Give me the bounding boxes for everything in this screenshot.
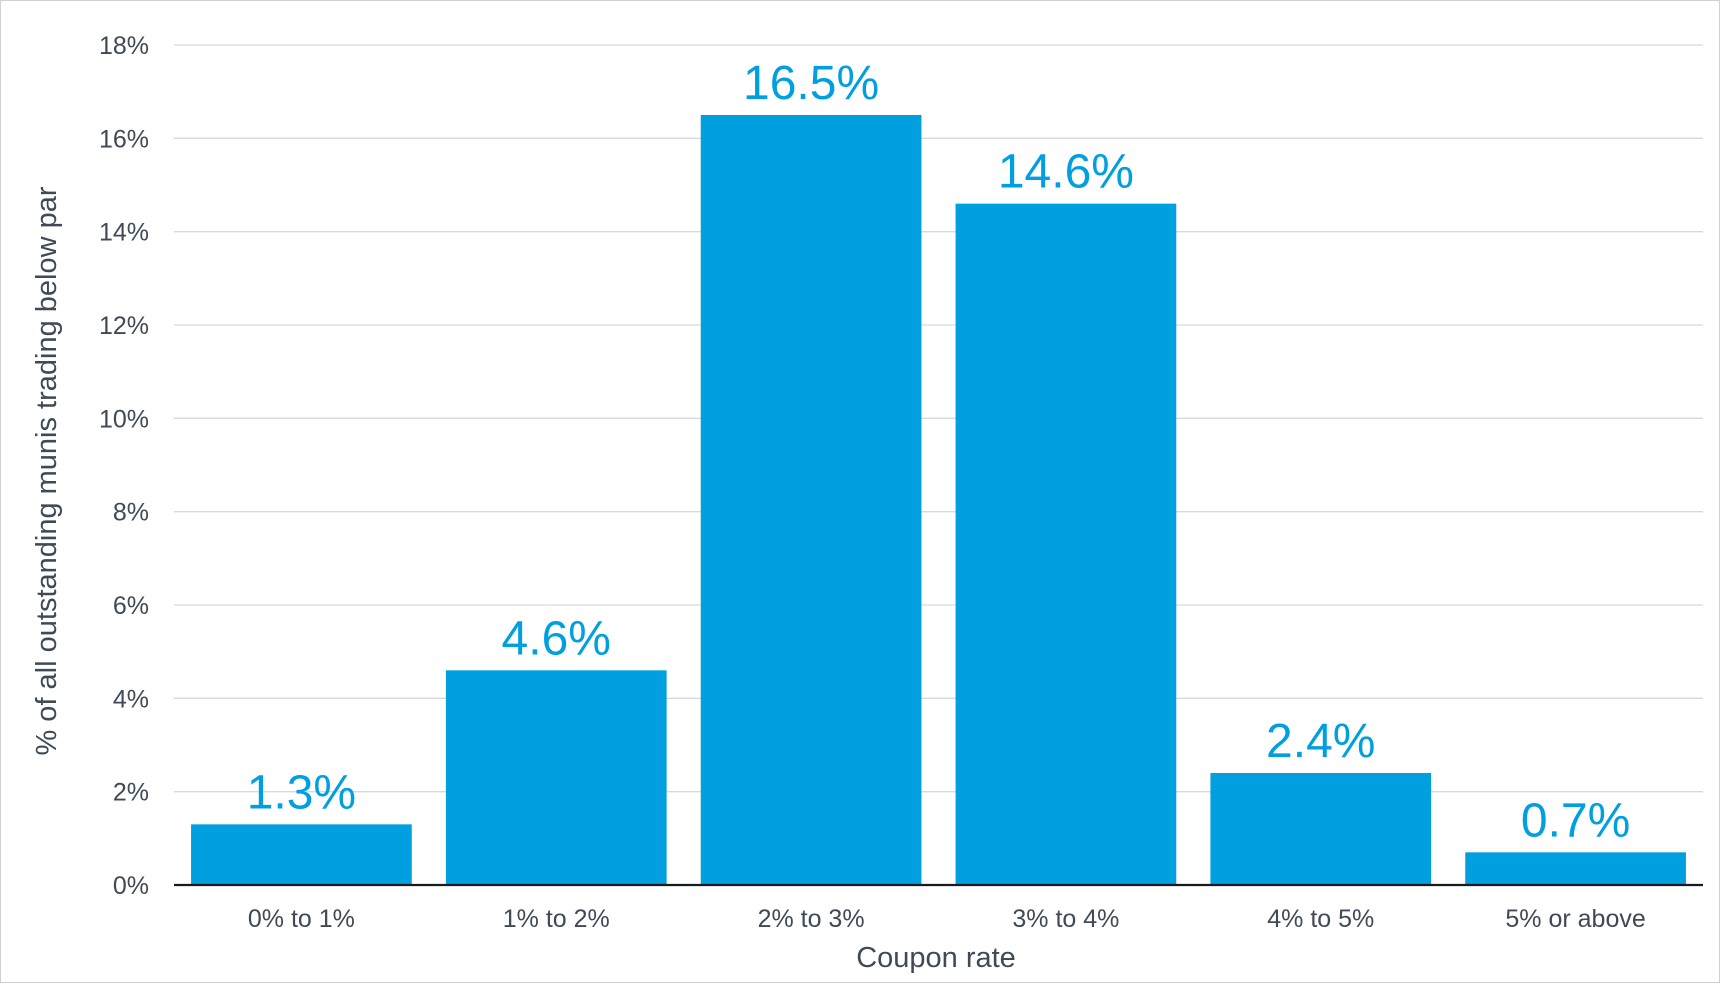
bars [191,115,1686,885]
x-tick-label: 0% to 1% [248,905,355,933]
data-label: 1.3% [247,766,356,819]
y-tick-label: 0% [113,872,149,900]
data-label: 14.6% [998,146,1134,199]
data-label: 0.7% [1521,794,1630,847]
y-axis-title: % of all outstanding munis trading below… [31,186,63,755]
x-tick-label: 4% to 5% [1267,905,1374,933]
x-tick-label: 2% to 3% [758,905,865,933]
x-axis-title: Coupon rate [856,942,1016,974]
x-tick-label: 5% or above [1505,905,1645,933]
y-tick-label: 8% [113,499,149,527]
data-label: 16.5% [743,57,879,110]
y-tick-label: 4% [113,685,149,713]
y-tick-label: 2% [113,779,149,807]
x-tick-label: 1% to 2% [503,905,610,933]
bar [955,203,1177,885]
y-tick-label: 12% [99,312,149,340]
bar [445,670,667,885]
bar [700,115,922,885]
bar [191,824,412,885]
y-axis-ticks: 0% 2% 4% 6% 8% 10% 12% 14% 16% 18% [99,32,149,900]
bar [1465,852,1686,885]
y-tick-label: 18% [99,32,149,60]
data-label: 4.6% [502,612,611,665]
x-tick-label: 3% to 4% [1012,905,1119,933]
y-tick-label: 14% [99,219,149,247]
data-labels: 1.3% 4.6% 16.5% 14.6% 2.4% 0.7% [247,57,1631,847]
data-label: 2.4% [1266,715,1375,768]
bar [1210,773,1432,885]
y-tick-label: 10% [99,405,149,433]
y-tick-label: 6% [113,592,149,620]
gridlines [174,44,1703,793]
x-axis-ticks: 0% to 1% 1% to 2% 2% to 3% 3% to 4% 4% to 5%… [248,905,1646,933]
y-tick-label: 16% [99,125,149,153]
